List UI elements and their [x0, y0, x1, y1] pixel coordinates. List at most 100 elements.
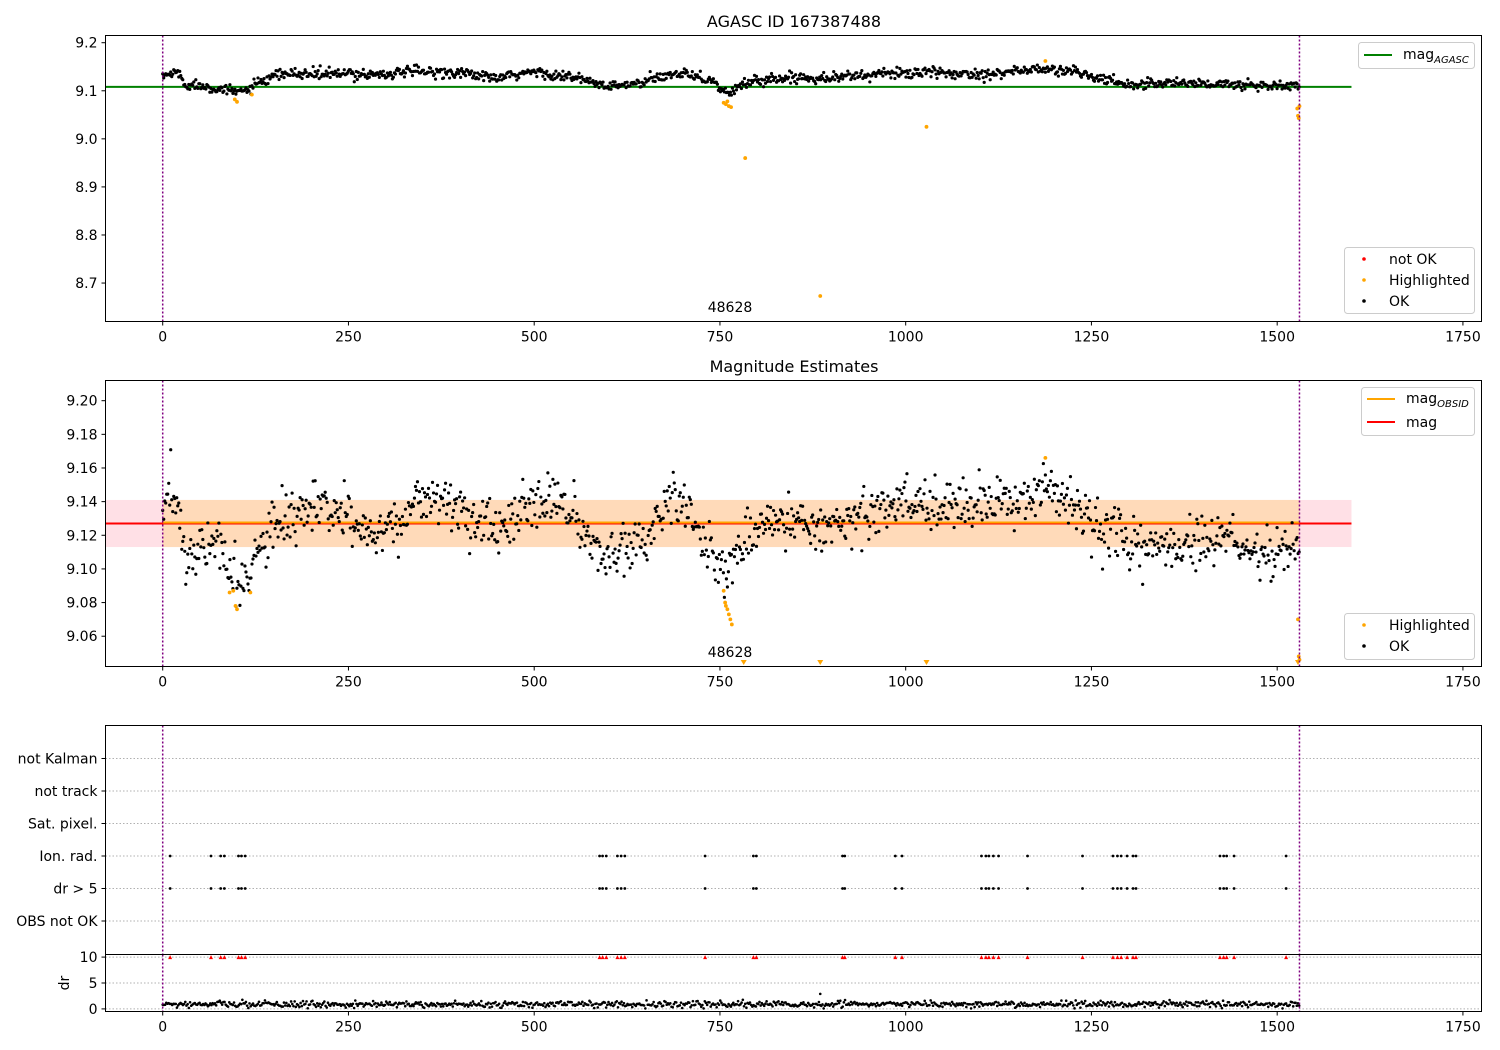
- dr-capped-marker: [893, 955, 898, 960]
- ok-point: [1130, 540, 1134, 544]
- legend-highlighted-label-2: Highlighted: [1389, 618, 1470, 634]
- dr-point: [586, 1003, 590, 1007]
- dr-point: [961, 1004, 965, 1007]
- flag-point: [1119, 887, 1123, 890]
- flag-point: [240, 887, 243, 890]
- ok-point: [1280, 537, 1284, 541]
- ok-point: [852, 73, 856, 77]
- ok-point: [413, 484, 418, 489]
- ok-point: [1059, 492, 1064, 497]
- ok-point: [1205, 535, 1209, 539]
- ok-point: [1230, 531, 1234, 535]
- ok-point: [513, 496, 517, 500]
- ok-point: [886, 494, 890, 498]
- ok-point: [904, 499, 908, 503]
- ok-point: [599, 561, 603, 566]
- ok-point: [441, 503, 446, 507]
- flag-point: [900, 887, 904, 890]
- ok-point: [903, 480, 907, 484]
- ok-point: [381, 69, 385, 73]
- ok-point: [568, 519, 572, 523]
- ok-point: [1029, 70, 1033, 74]
- ok-point: [976, 73, 980, 78]
- ok-point: [950, 506, 954, 510]
- estimates-ytick-label: 9.06: [66, 629, 97, 645]
- ok-point: [1189, 555, 1193, 559]
- ok-point: [818, 539, 822, 543]
- ok-point: [1184, 538, 1188, 542]
- ok-point: [281, 526, 285, 530]
- dr-point: [965, 1005, 968, 1009]
- ok-point: [601, 557, 605, 561]
- ok-point: [1202, 550, 1206, 554]
- estimates-legend-bottom-box: [1344, 613, 1475, 660]
- dr-point: [940, 1002, 943, 1005]
- ok-point: [1017, 506, 1021, 511]
- dr-point: [1149, 1004, 1152, 1008]
- ok-point: [194, 78, 198, 82]
- flag-point: [1116, 887, 1119, 890]
- ok-point: [723, 559, 728, 563]
- ok-point: [1013, 485, 1017, 489]
- ok-point: [535, 525, 539, 529]
- dr-capped-marker: [1115, 955, 1120, 960]
- agasc-xtick-label: 0: [158, 330, 167, 346]
- dr-point: [468, 1003, 471, 1007]
- ok-point: [529, 72, 533, 76]
- dr-xtick-label: 1000: [888, 1020, 924, 1036]
- ok-point: [1049, 469, 1053, 473]
- ok-point: [1103, 75, 1108, 80]
- ok-point: [717, 552, 721, 557]
- dr-point: [465, 1003, 469, 1006]
- dr-point: [1083, 999, 1087, 1003]
- ok-point: [420, 487, 425, 491]
- ok-point: [858, 505, 862, 510]
- ok-point: [322, 494, 326, 498]
- legend-mag-obsid-label: magOBSID: [1406, 391, 1469, 410]
- ok-point: [330, 514, 334, 519]
- dr-point: [1167, 1002, 1170, 1006]
- ok-point: [1041, 461, 1045, 466]
- dr-xtick-label: 500: [521, 1020, 548, 1036]
- ok-point: [1086, 76, 1091, 80]
- dr-point: [729, 1005, 733, 1008]
- ok-point: [1138, 564, 1142, 568]
- dr-point: [1214, 1005, 1218, 1008]
- flag-point: [243, 887, 247, 890]
- ok-point: [496, 540, 500, 544]
- dr-point: [387, 1003, 390, 1006]
- ok-point: [1074, 527, 1079, 531]
- dr-point: [823, 1004, 827, 1008]
- dr-point: [732, 1001, 735, 1005]
- ok-point: [1096, 536, 1101, 540]
- dr-point: [843, 998, 847, 1002]
- ok-point: [935, 76, 939, 80]
- dr-point: [353, 999, 357, 1002]
- highlighted-point: [231, 588, 236, 593]
- ok-point: [259, 77, 263, 82]
- ok-point: [1256, 564, 1260, 569]
- ok-point: [1032, 477, 1036, 481]
- ok-point: [1014, 506, 1018, 511]
- ok-point: [753, 78, 758, 82]
- dr-point: [219, 1001, 223, 1004]
- ok-point: [352, 529, 356, 533]
- dr-capped-marker: [600, 955, 605, 960]
- dr-point: [849, 1000, 853, 1004]
- dr-point: [1163, 1004, 1167, 1008]
- flag-point: [980, 887, 983, 890]
- dr-point: [774, 1003, 778, 1007]
- ok-point: [442, 67, 447, 71]
- dr-point: [907, 1005, 911, 1009]
- dr-point: [332, 1004, 336, 1007]
- dr-point: [231, 1003, 235, 1007]
- ok-point: [669, 76, 673, 80]
- dr-point: [1012, 1002, 1016, 1005]
- dr-point: [609, 1003, 613, 1007]
- dr-point: [275, 1000, 279, 1004]
- agasc-ytick-label: 8.9: [75, 180, 97, 196]
- dr-point: [974, 1001, 978, 1004]
- ok-point: [508, 75, 512, 79]
- ok-point: [705, 80, 709, 84]
- ok-point: [433, 77, 438, 81]
